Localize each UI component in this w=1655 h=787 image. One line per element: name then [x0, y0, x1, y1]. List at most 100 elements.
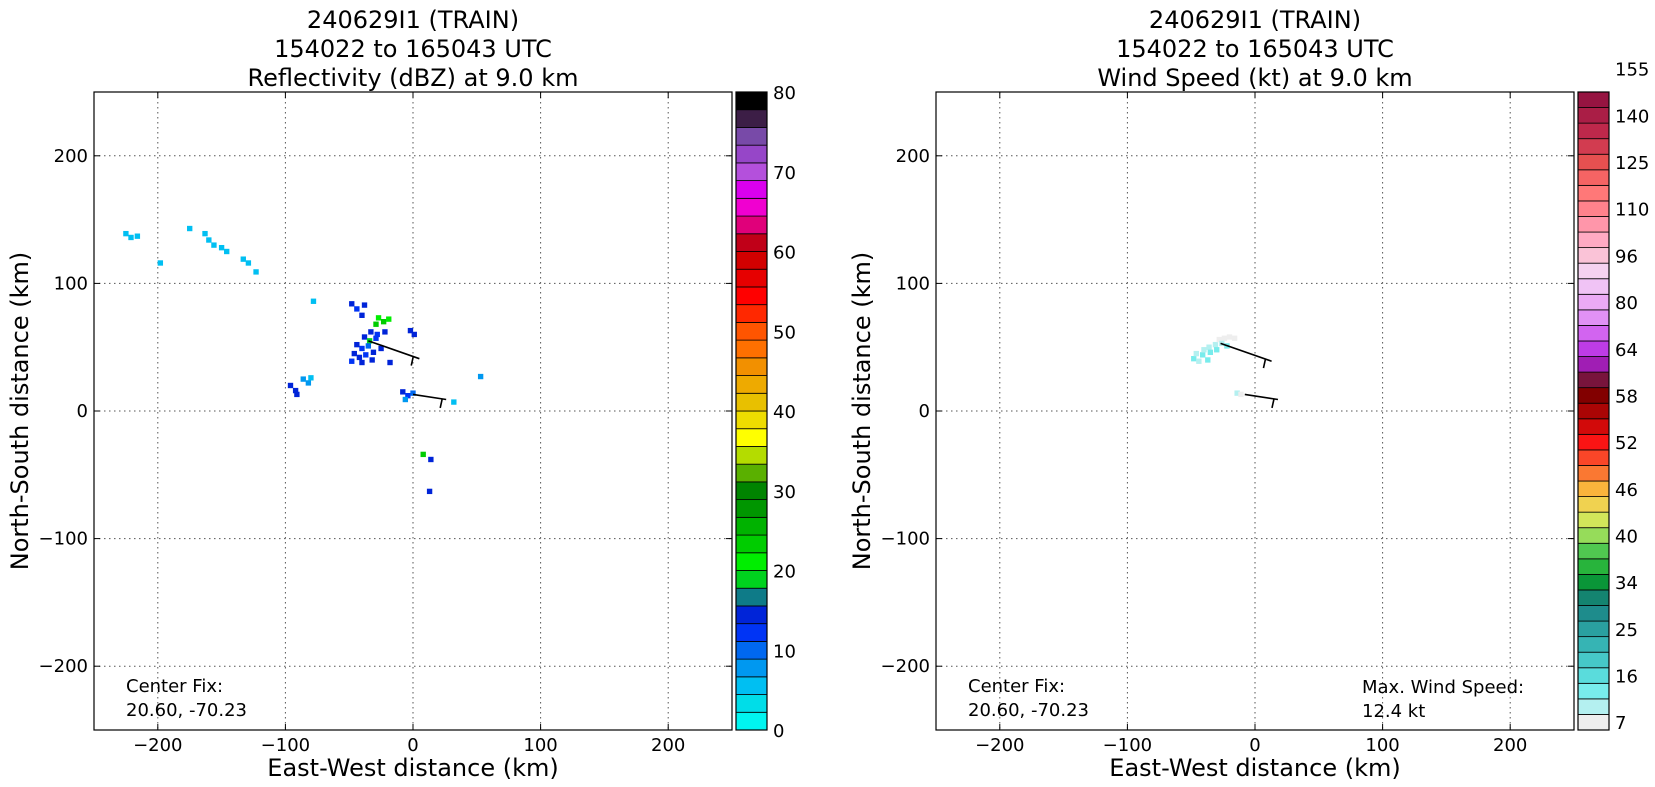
colorbar-segment	[735, 552, 768, 571]
colorbar-segment	[735, 658, 768, 678]
colorbar-segment	[735, 251, 768, 270]
x-tick-label: 0	[407, 735, 418, 756]
data-cell	[287, 382, 294, 389]
colorbar-segment	[735, 339, 768, 359]
data-cell	[245, 260, 252, 266]
colorbar-segment	[735, 676, 768, 695]
center-fix-annotation: Center Fix:	[126, 676, 223, 697]
colorbar-segment	[1577, 542, 1610, 560]
colorbar-segment	[1577, 262, 1610, 280]
y-tick-label: 0	[77, 401, 88, 422]
colorbar-segment	[1577, 309, 1610, 326]
data-cell	[206, 237, 212, 243]
colorbar-segment	[735, 357, 768, 376]
colorbar-segment	[735, 304, 768, 323]
chart-title-line: Reflectivity (dBZ) at 9.0 km	[248, 64, 579, 92]
colorbar-segment	[1577, 636, 1610, 653]
data-cell	[1221, 335, 1228, 341]
chart-title-line: 154022 to 165043 UTC	[1116, 35, 1394, 63]
colorbar-segment	[735, 127, 768, 146]
colorbar-segment	[1577, 325, 1610, 342]
data-cell	[300, 376, 306, 382]
wind-barb-flag	[439, 398, 443, 409]
chart-title-line: 240629I1 (TRAIN)	[1149, 6, 1361, 34]
colorbar-segment	[735, 446, 768, 465]
colorbar-segment	[1577, 698, 1610, 715]
center-fix-annotation: 20.60, -70.23	[968, 700, 1089, 721]
colorbar-segment	[1577, 418, 1610, 435]
max-wind-annotation: 12.4 kt	[1362, 701, 1425, 722]
colorbar-tick-label: 140	[1615, 106, 1649, 127]
data-cell	[211, 242, 217, 248]
data-cell	[411, 331, 417, 338]
x-tick-label: −100	[261, 735, 310, 756]
x-tick-label: 200	[651, 735, 685, 756]
colorbar-segment	[1577, 667, 1610, 684]
colorbar-segment	[735, 570, 768, 589]
chart-panel-2: −200 −100 0 100 200 −200 −100 0 100 200 240629I1 (…	[848, 6, 1649, 782]
data-cell	[1200, 352, 1206, 358]
y-axis-label: North-South distance (km)	[848, 252, 876, 571]
data-cell	[477, 373, 484, 380]
data-cell	[386, 316, 392, 322]
colorbar-segment	[1577, 573, 1610, 591]
colorbar-segment	[735, 392, 768, 412]
colorbar-segment	[1577, 216, 1610, 233]
colorbar-segment	[1577, 122, 1610, 140]
x-tick-label: 100	[523, 735, 557, 756]
data-cell	[1238, 391, 1244, 398]
data-cell	[361, 302, 368, 308]
colorbar-segment	[735, 623, 768, 642]
y-tick-label: 200	[896, 146, 930, 167]
data-cell	[310, 298, 317, 304]
colorbar-tick-label: 60	[773, 243, 796, 264]
colorbar-segment	[735, 463, 768, 483]
wind-barb-flag	[1262, 358, 1267, 369]
wind-barb-shaft	[412, 393, 447, 401]
colorbar-segment	[735, 215, 768, 235]
max-wind-annotation: Max. Wind Speed:	[1362, 677, 1524, 698]
colorbar-segment	[1577, 356, 1610, 373]
data-cell	[407, 327, 414, 334]
colorbar-tick-label: 80	[773, 83, 796, 104]
colorbar-segment	[735, 109, 768, 128]
colorbar-segment	[1577, 620, 1610, 638]
y-tick-label: 200	[54, 146, 88, 167]
colorbar-tick-label: 110	[1615, 200, 1649, 221]
data-cell	[1234, 390, 1240, 396]
wind-barb-shaft	[368, 340, 420, 360]
colorbar-tick-label: 80	[1615, 293, 1638, 314]
data-cell	[1206, 344, 1212, 350]
colorbar-segment	[1577, 651, 1610, 669]
data-cell	[426, 488, 433, 495]
colorbar-segment	[1577, 558, 1610, 575]
colorbar-segment	[735, 516, 768, 536]
colorbar-segment	[1577, 496, 1610, 513]
colorbar-segment	[1577, 402, 1610, 420]
wind-barb-flag	[410, 356, 415, 366]
x-axis-label: East-West distance (km)	[267, 754, 558, 782]
colorbar-tick-label: 70	[773, 163, 796, 184]
colorbar-tick-label: 0	[773, 721, 784, 742]
data-cell	[292, 387, 299, 394]
colorbar-segment	[735, 711, 768, 731]
colorbar-tick-label: 34	[1615, 573, 1638, 594]
colorbar-tick-label: 40	[773, 402, 796, 423]
colorbar-segment	[735, 233, 768, 252]
colorbar-segment	[735, 144, 768, 164]
colorbar-tick-label: 10	[773, 641, 796, 662]
data-cell	[187, 225, 193, 232]
data-cell	[359, 312, 365, 318]
data-cell	[400, 389, 406, 395]
y-tick-label: 100	[54, 273, 88, 294]
data-cell	[405, 393, 411, 399]
colorbar-segment	[735, 428, 768, 447]
data-cell	[368, 329, 374, 335]
data-cell	[359, 359, 365, 366]
data-cell	[410, 390, 416, 396]
data-cell	[1207, 349, 1214, 355]
colorbar-segment	[735, 286, 768, 306]
chart-title-line: Wind Speed (kt) at 9.0 km	[1097, 64, 1412, 92]
colorbar-tick-label: 125	[1615, 153, 1649, 174]
data-cell	[1196, 358, 1202, 364]
